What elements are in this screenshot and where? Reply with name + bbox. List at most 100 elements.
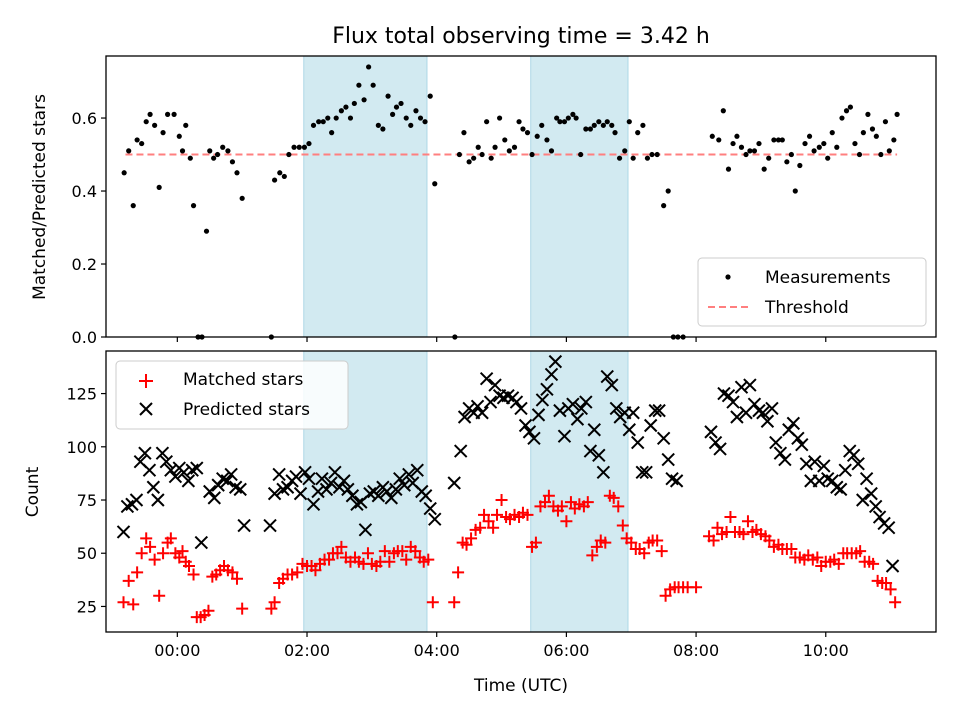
matched-point xyxy=(651,534,664,547)
measurement-point xyxy=(351,100,357,107)
predicted-point xyxy=(786,416,801,431)
measurement-point xyxy=(370,82,376,88)
measurement-point xyxy=(126,148,132,154)
measurement-point xyxy=(139,140,145,147)
predicted-point xyxy=(410,463,424,477)
measurement-point xyxy=(761,166,767,172)
predicted-point xyxy=(233,482,247,497)
predicted-point xyxy=(721,388,736,403)
predicted-point xyxy=(864,486,878,501)
predicted-point xyxy=(868,499,883,514)
measurement-point xyxy=(390,111,396,117)
matched-point xyxy=(226,566,239,579)
predicted-point xyxy=(713,442,727,456)
predicted-point xyxy=(224,467,238,482)
predicted-point xyxy=(337,474,351,488)
predicted-point xyxy=(116,525,131,539)
predicted-point xyxy=(311,484,325,499)
bot-ytick-label: 75 xyxy=(77,491,97,510)
matched-point xyxy=(590,540,603,553)
measurement-point xyxy=(816,144,822,150)
matched-point xyxy=(396,545,409,558)
predicted-point xyxy=(185,463,199,477)
predicted-point xyxy=(324,476,338,490)
measurement-point xyxy=(771,137,777,143)
matched-stars-series xyxy=(117,489,902,624)
predicted-point xyxy=(228,480,243,494)
bot-ytick-label: 25 xyxy=(77,597,97,616)
bot-xtick-label: 00:00 xyxy=(154,641,200,660)
predicted-point xyxy=(350,497,364,511)
matched-point xyxy=(452,566,465,579)
matched-point xyxy=(495,494,508,507)
predicted-point xyxy=(293,486,308,501)
measurement-point xyxy=(756,140,762,147)
predicted-point xyxy=(661,452,675,467)
measurement-point xyxy=(548,148,555,154)
measurement-point xyxy=(612,130,618,136)
predicted-point xyxy=(194,535,209,550)
predicted-point xyxy=(315,472,329,486)
predicted-point xyxy=(289,469,303,484)
measurement-point xyxy=(121,170,127,176)
bottom-shaded-spans xyxy=(303,350,629,633)
matched-point xyxy=(309,564,322,577)
measurement-point xyxy=(784,159,790,165)
top-y-axis-label: Matched/Predicted stars xyxy=(30,94,50,300)
predicted-point xyxy=(181,474,196,488)
measurement-point xyxy=(329,130,335,136)
predicted-point xyxy=(164,463,178,477)
matched-point xyxy=(465,532,478,545)
predicted-point xyxy=(397,478,411,492)
measurement-point xyxy=(583,126,589,132)
measurement-point xyxy=(347,115,354,121)
predicted-point xyxy=(151,493,165,507)
matched-point xyxy=(560,515,573,528)
measurement-point xyxy=(616,155,623,161)
predicted-point xyxy=(587,423,601,437)
measurement-point xyxy=(847,104,854,110)
matched-point xyxy=(880,577,893,590)
matched-point xyxy=(478,508,491,521)
measurement-point xyxy=(587,126,593,132)
measurement-point xyxy=(492,144,498,150)
matched-point xyxy=(409,545,422,558)
matched-point xyxy=(400,553,413,566)
bot-ytick-label: 125 xyxy=(66,385,97,404)
predicted-point xyxy=(808,454,822,469)
measurement-point xyxy=(207,148,213,154)
measurement-point xyxy=(649,151,655,158)
measurement-point xyxy=(716,137,722,143)
legend-predicted-label: Predicted stars xyxy=(183,400,310,420)
measurement-point xyxy=(640,122,646,128)
matched-point xyxy=(361,547,374,560)
predicted-point xyxy=(743,378,757,392)
top-x-ticks xyxy=(176,337,827,342)
matched-point xyxy=(655,545,668,558)
bottom-axes-frame xyxy=(105,350,937,633)
measurement-point xyxy=(882,119,889,125)
measurement-point xyxy=(806,133,813,139)
matched-point xyxy=(176,545,189,558)
predicted-point xyxy=(389,482,403,497)
legend-predicted-marker xyxy=(139,402,153,416)
measurement-point xyxy=(143,119,149,125)
matched-point xyxy=(474,521,487,534)
predicted-point xyxy=(120,499,135,514)
matched-point xyxy=(153,589,166,602)
predicted-point xyxy=(155,446,170,460)
x-axis-label: Time (UTC) xyxy=(473,676,568,696)
measurement-point xyxy=(766,155,772,161)
top-panel: 0.0 0.2 0.4 0.6 Matched/Predicted stars Mea… xyxy=(30,55,937,347)
matched-point xyxy=(538,496,551,509)
matched-point xyxy=(426,596,439,609)
matched-point xyxy=(741,515,754,528)
predicted-point xyxy=(428,512,442,526)
matched-point xyxy=(148,553,161,566)
predicted-point xyxy=(129,493,144,507)
measurement-point xyxy=(179,148,186,154)
matched-point xyxy=(854,545,867,558)
predicted-point xyxy=(280,480,295,494)
bot-xtick-label: 02:00 xyxy=(284,641,330,660)
